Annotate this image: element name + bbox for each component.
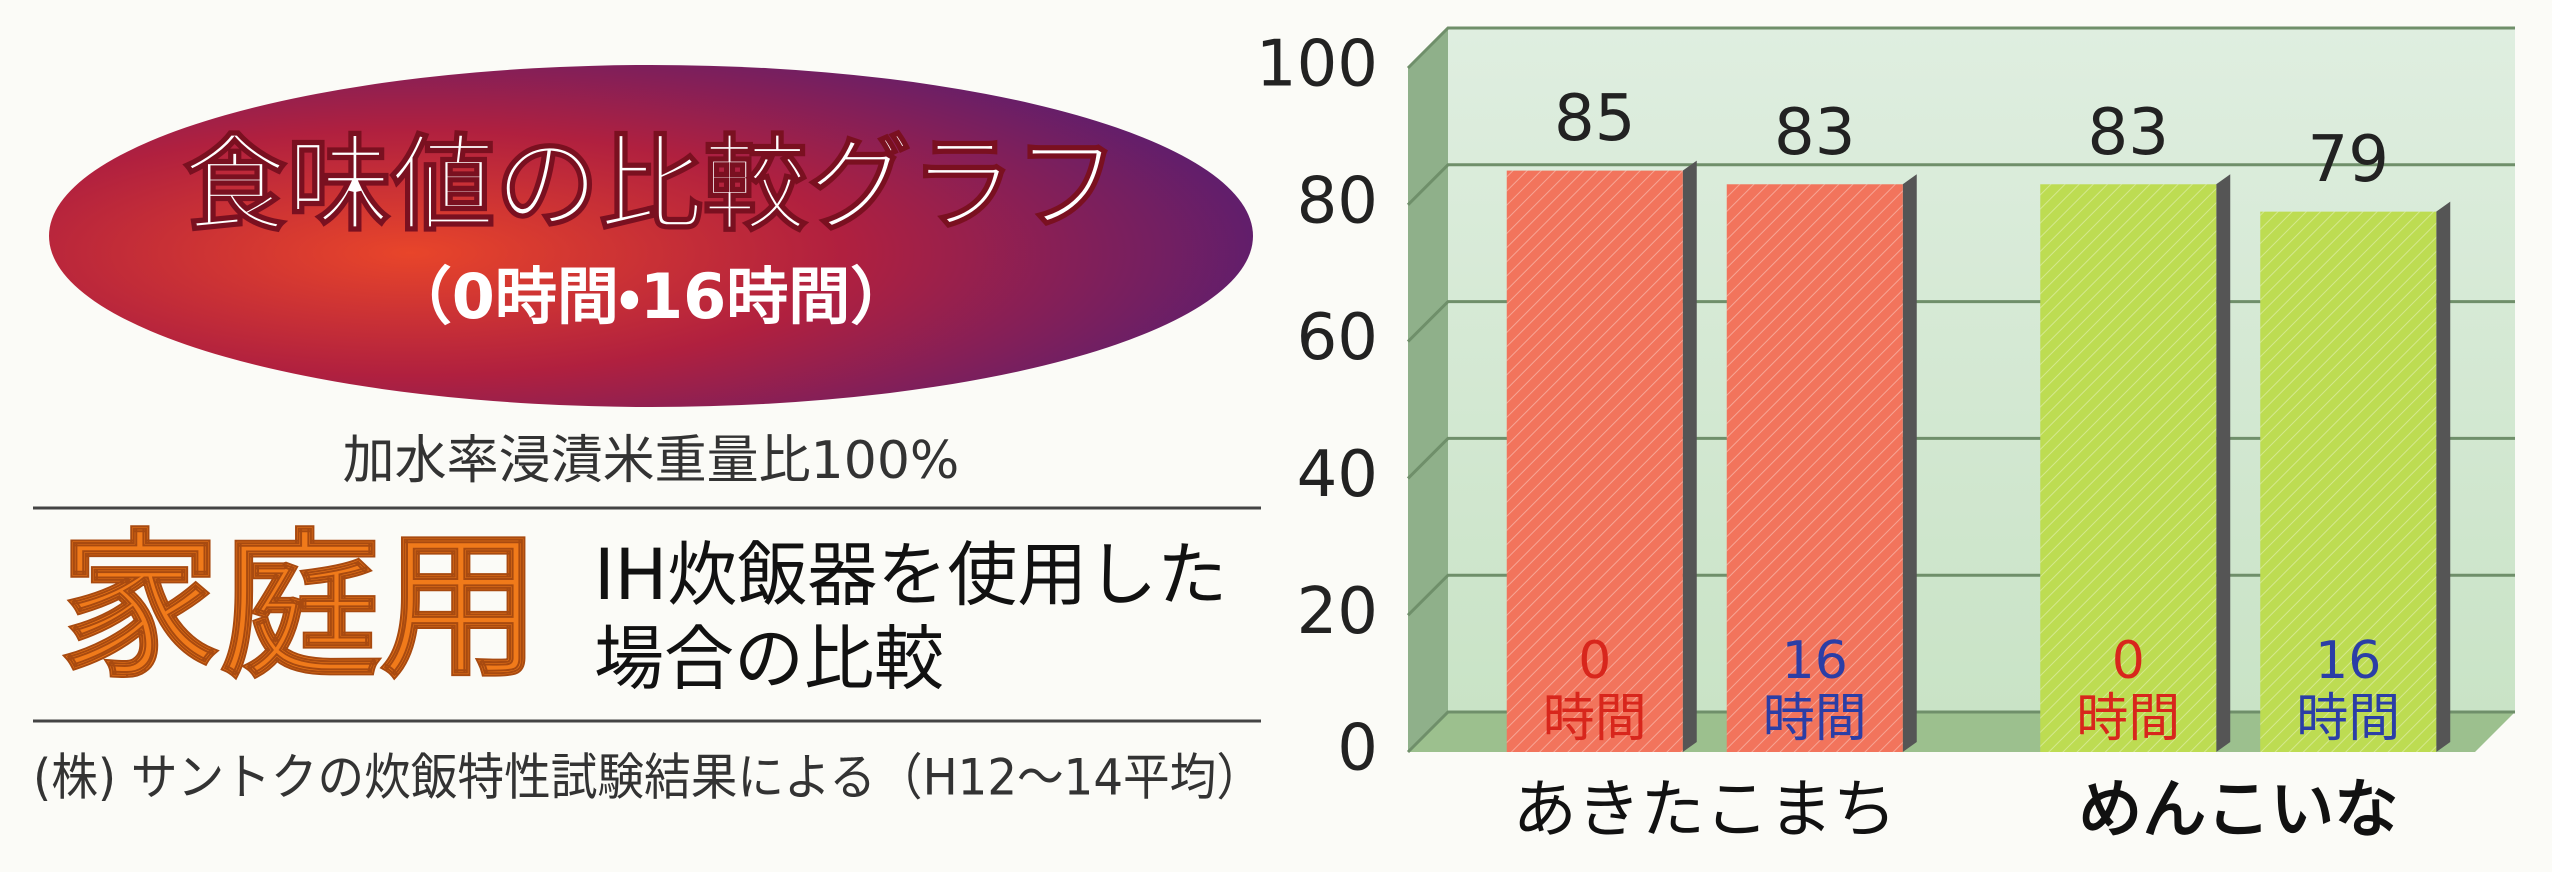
bar-texture <box>1726 184 1903 752</box>
series-unit: 時間 <box>1763 689 1867 749</box>
subtitle: （0時間・16時間） <box>390 260 913 333</box>
x-tick-label: めんこいな <box>2078 774 2398 848</box>
y-tick-label: 20 <box>1297 575 1378 649</box>
y-tick-label: 100 <box>1256 28 1378 102</box>
grid-line <box>1406 26 2515 70</box>
side-wall <box>1408 28 1448 752</box>
description-line: 場合の比較 <box>594 618 944 700</box>
series-label: 16 <box>2315 631 2381 691</box>
chart: 020406080100あきたこまち850時間8316時間めんこいな830時間7… <box>1256 26 2515 848</box>
grid-line <box>1406 163 2515 206</box>
bar-side <box>2436 201 2451 752</box>
bar-side <box>2216 174 2231 752</box>
y-tick-label: 60 <box>1297 301 1378 375</box>
x-tick-label: あきたこまち <box>1513 774 1897 848</box>
bar-side <box>1682 160 1697 753</box>
series-unit: 時間 <box>2076 689 2180 749</box>
value-label: 79 <box>2308 123 2389 197</box>
footnote: (株) サントクの炊飯特性試験結果による（H12～14平均） <box>33 749 1263 807</box>
series-unit: 時間 <box>1543 689 1647 749</box>
value-label: 83 <box>1774 96 1855 170</box>
description-line: IH炊飯器を使用した <box>594 534 1227 616</box>
series-label: 0 <box>2112 631 2145 691</box>
bar-side <box>1902 174 1917 752</box>
note: 加水率浸漬米重量比100% <box>343 431 960 491</box>
y-tick-label: 0 <box>1337 712 1378 786</box>
value-label: 85 <box>1554 82 1635 156</box>
series-unit: 時間 <box>2296 689 2400 749</box>
badge: 家庭用 <box>60 515 540 699</box>
title-ellipse <box>49 65 1253 407</box>
title: 食味値の比較グラフ <box>183 123 1119 245</box>
y-tick-label: 80 <box>1297 164 1378 238</box>
value-label: 83 <box>2088 96 2169 170</box>
y-tick-label: 40 <box>1297 438 1378 512</box>
bar-texture <box>2260 211 2437 752</box>
series-label: 16 <box>1782 631 1848 691</box>
bar-texture <box>1506 170 1683 753</box>
series-label: 0 <box>1578 631 1611 691</box>
bar-texture <box>2040 184 2217 752</box>
